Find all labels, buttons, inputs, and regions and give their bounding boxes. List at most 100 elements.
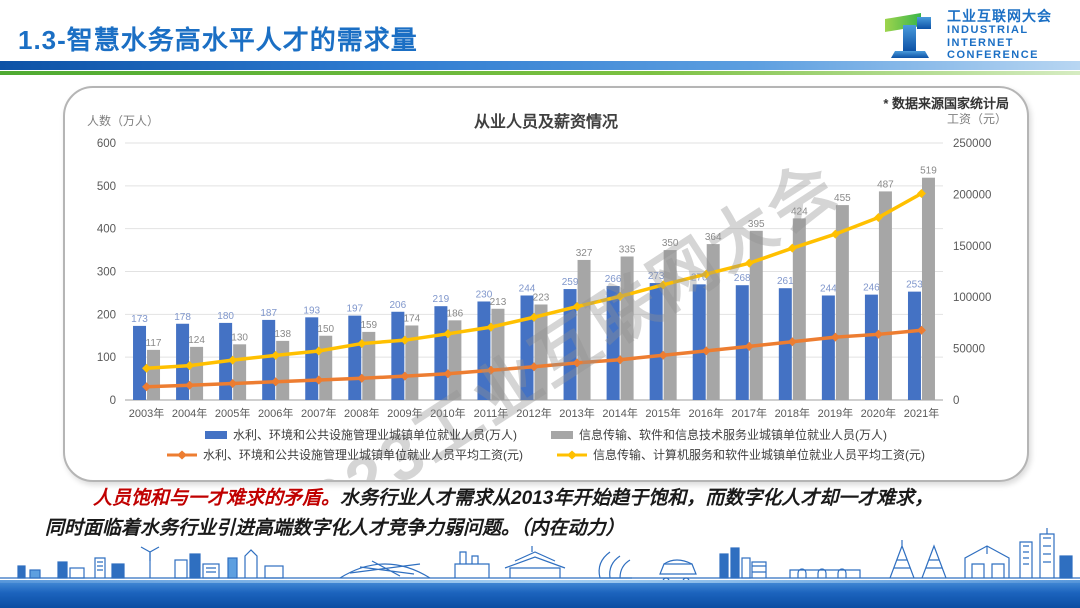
x-axis-labels: 2003年 2004年 2005年 2006年 2007年 2008年 2009年 2010年… [129, 406, 939, 420]
line-marker [486, 365, 496, 375]
page-title: 1.3-智慧水务高水平人才的需求量 [18, 25, 418, 55]
bar-value-label: 197 [346, 304, 363, 315]
logo-title-en3: CONFERENCE [947, 49, 1040, 62]
chart-title: 从业人员及薪资情况 [473, 114, 618, 131]
line-marker [400, 335, 410, 345]
line-marker [443, 369, 453, 379]
bar-value-label: 261 [777, 276, 794, 287]
bar-value-label: 246 [863, 283, 880, 294]
bar-value-label: 130 [231, 332, 248, 343]
left-axis-tick: 600 [97, 138, 116, 150]
legend-label: 水利、环境和公共设施管理业城镇单位就业人员(万人) [233, 428, 517, 442]
bar [176, 323, 190, 400]
left-axis-tick: 100 [97, 352, 116, 364]
x-axis-tick: 2008年 [344, 406, 379, 420]
legend-item: 水利、环境和公共设施管理业城镇单位就业人员(万人) [205, 426, 517, 443]
commentary-line1: 人员饱和与一才难求的矛盾。水务行业人才需求从2013年开始趋于饱和，而数字化人才… [45, 484, 1035, 514]
bar [491, 308, 505, 400]
bar [520, 295, 534, 400]
line-marker [744, 341, 754, 351]
bar [792, 218, 806, 400]
x-axis-tick: 2018年 [775, 406, 810, 420]
line-marker [873, 329, 883, 339]
right-axis-tick: 250000 [953, 138, 991, 150]
bar-value-label: 335 [619, 245, 636, 256]
divider-blue-bar [0, 61, 1080, 70]
bar-value-label: 138 [274, 329, 291, 340]
bar-value-label: 273 [648, 271, 665, 282]
line-marker [658, 280, 668, 290]
x-axis-tick: 2020年 [861, 406, 896, 420]
bar-value-label: 186 [447, 308, 464, 319]
legend-item: 信息传输、计算机服务和软件业城镇单位就业人员平均工资(元) [557, 446, 925, 463]
bar-value-label: 150 [317, 324, 334, 335]
bar [907, 291, 921, 400]
chart-legend: 水利、环境和公共设施管理业城镇单位就业人员(万人) 信息传输、软件和信息技术服务业… [65, 426, 1027, 463]
line-marker [916, 188, 926, 198]
line-marker [529, 312, 539, 322]
right-axis-tick: 50000 [953, 344, 985, 356]
bar-value-label: 350 [662, 238, 679, 249]
right-axis-tick: 100000 [953, 292, 991, 304]
bar-value-label: 219 [433, 294, 450, 305]
left-axis-unit-label: 人数（万人） [87, 114, 160, 128]
bar [534, 304, 548, 400]
bar-value-label: 244 [519, 283, 536, 294]
bar [649, 283, 663, 400]
bar-value-label: 180 [217, 311, 234, 322]
line-marker [916, 325, 926, 335]
line-marker [658, 350, 668, 360]
bar [921, 177, 935, 400]
bar [663, 250, 677, 400]
bar [233, 344, 247, 400]
bar-value-label: 259 [562, 277, 579, 288]
legend-bar-swatch [551, 430, 573, 439]
legend-label: 水利、环境和公共设施管理业城镇单位就业人员平均工资(元) [203, 448, 523, 462]
left-axis-tick: 300 [97, 267, 116, 279]
bar-value-label: 124 [188, 335, 205, 346]
line-marker [271, 350, 281, 360]
legend-bar-swatch [205, 430, 227, 439]
line-marker [615, 355, 625, 365]
bar-value-label: 395 [748, 219, 765, 230]
bar [391, 311, 405, 400]
line-marker [486, 322, 496, 332]
legend-label: 信息传输、软件和信息技术服务业城镇单位就业人员(万人) [579, 428, 887, 442]
employment-salary-combo-chart: 0 100 200 300 400 500 600 0 50000 100000 150000 200… [97, 138, 992, 420]
line-marker [701, 269, 711, 279]
x-axis-tick: 2016年 [688, 406, 723, 420]
logo-title-en2: INTERNET [947, 36, 1014, 49]
bar-value-label: 455 [834, 193, 851, 204]
line-marker [572, 302, 582, 312]
line-marker [228, 355, 238, 365]
bar-value-label: 213 [490, 297, 507, 308]
bar [749, 230, 763, 400]
bar [362, 331, 376, 400]
x-axis-tick: 2003年 [129, 406, 164, 420]
left-axis-tick: 400 [97, 224, 116, 236]
bar [262, 319, 276, 400]
bar-series-0: 173 178 180 187 193 197 206 219 230 244 259 266 273 2… [131, 271, 923, 400]
bar-value-label: 173 [131, 314, 148, 325]
x-axis-tick: 2013年 [559, 406, 594, 420]
line-marker [314, 346, 324, 356]
line-marker [572, 358, 582, 368]
x-axis-tick: 2017年 [732, 406, 767, 420]
bar [620, 256, 634, 400]
line-marker [314, 375, 324, 385]
line-marker [228, 379, 238, 389]
bar [864, 294, 878, 400]
gridlines: 0 100 200 300 400 500 600 0 50000 100000 150000 200… [97, 138, 992, 407]
bar [348, 315, 362, 400]
x-axis-tick: 2015年 [645, 406, 680, 420]
x-axis-tick: 2021年 [904, 406, 939, 420]
commentary-highlight: 人员饱和与一才难求的矛盾。 [93, 488, 341, 509]
line-series-0 [142, 325, 926, 392]
line-marker [357, 339, 367, 349]
bar-value-label: 364 [705, 232, 722, 243]
bar [434, 306, 448, 400]
commentary-line1-text: 水务行业人才需求从2013年开始趋于饱和，而数字化人才却一才难求， [340, 488, 934, 509]
bar [133, 325, 147, 400]
x-axis-tick: 2007年 [301, 406, 336, 420]
bar-value-label: 193 [303, 305, 320, 316]
